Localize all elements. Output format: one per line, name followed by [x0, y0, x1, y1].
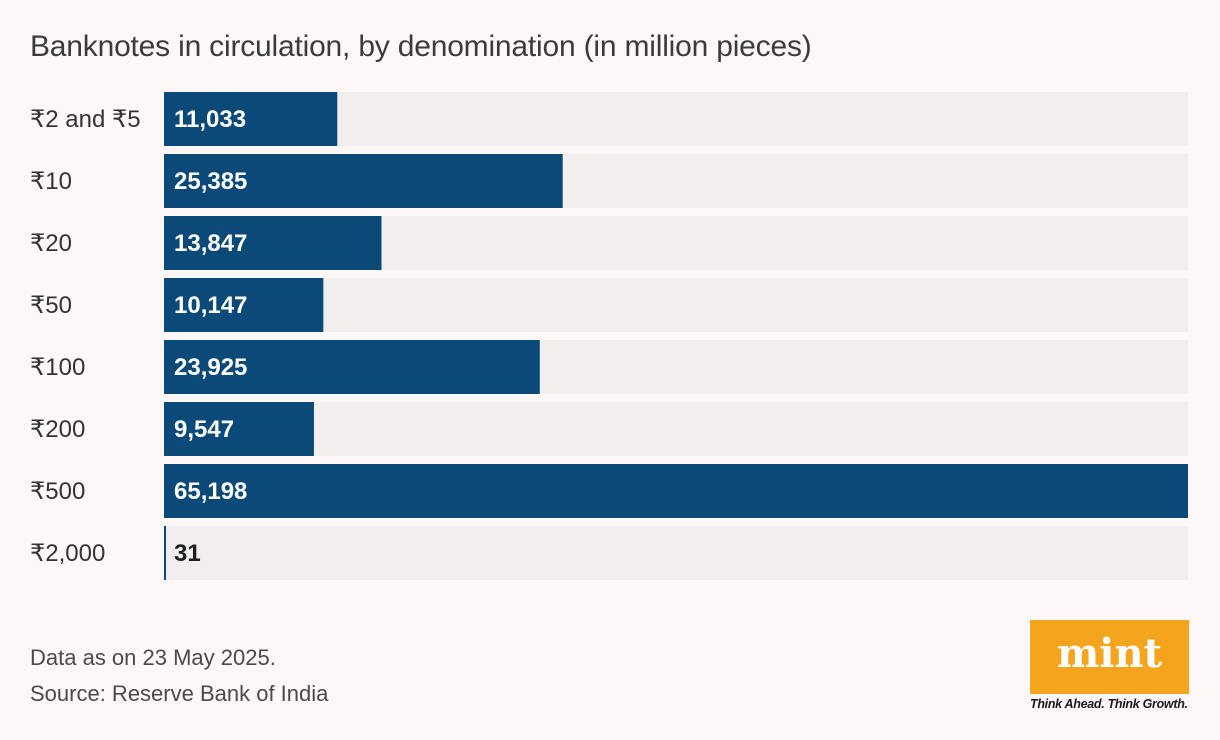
- source-note: Source: Reserve Bank of India: [30, 681, 329, 706]
- bar: [164, 340, 540, 394]
- category-label: ₹2,000: [30, 540, 105, 567]
- value-label: 65,198: [174, 478, 247, 505]
- bar-chart: ₹2 and ₹5 11,033 ₹10 25,385 ₹20 13,847 ₹50 10,1…: [30, 92, 1188, 580]
- category-label: ₹10: [30, 168, 72, 195]
- chart-title: Banknotes in circulation, by denominatio…: [30, 30, 812, 63]
- bar: [164, 278, 324, 332]
- value-label: 23,925: [174, 354, 247, 381]
- mint-logo: mint Think Ahead. Think Growth.: [1030, 620, 1190, 711]
- logo-wordmark: mint: [1056, 630, 1163, 677]
- bar: [164, 92, 338, 146]
- value-label: 25,385: [174, 168, 247, 195]
- bar: [164, 402, 314, 456]
- bar-track: [164, 526, 1188, 580]
- category-label: ₹100: [30, 354, 85, 381]
- value-label: 13,847: [174, 230, 247, 257]
- logo-tagline: Think Ahead. Think Growth.: [1030, 697, 1188, 711]
- bar-track: [164, 278, 1188, 332]
- category-label: ₹50: [30, 292, 72, 319]
- value-label: 10,147: [174, 292, 247, 319]
- category-label: ₹200: [30, 416, 85, 443]
- bar: [164, 526, 166, 580]
- value-label: 11,033: [174, 106, 246, 133]
- value-label: 9,547: [174, 416, 234, 443]
- category-label: ₹20: [30, 230, 72, 257]
- category-label: ₹500: [30, 478, 85, 505]
- category-label: ₹2 and ₹5: [30, 106, 141, 133]
- bar: [164, 464, 1188, 518]
- logo-box: mint: [1030, 620, 1189, 694]
- bar-track: [164, 402, 1188, 456]
- data-date-note: Data as on 23 May 2025.: [30, 645, 276, 670]
- value-label: 31: [174, 540, 201, 567]
- bar: [164, 216, 382, 270]
- bar: [164, 154, 563, 208]
